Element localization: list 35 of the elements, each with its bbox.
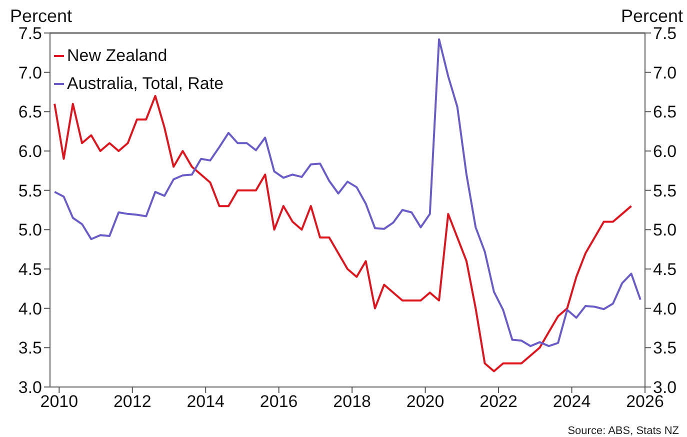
y2-tick-label: 5.5 [653, 181, 677, 200]
y-tick-label: 7.5 [18, 24, 42, 44]
x-tick-label: 2020 [406, 392, 444, 412]
y-axis-title: Percent [10, 6, 72, 27]
legend-label: New Zealand [67, 45, 168, 67]
y2-tick-label: 3.5 [653, 338, 677, 358]
y2-tick-label: 7.0 [653, 63, 677, 82]
y-tick-label: 5.0 [18, 220, 42, 240]
x-tick-label: 2012 [113, 392, 152, 412]
line-series [54, 38, 642, 348]
y2-tick-label: 4.0 [653, 299, 677, 318]
y2-tick-label: 5.0 [653, 220, 677, 240]
y-tick-label: 4.5 [18, 260, 42, 280]
legend-label: Australia, Total, Rate [67, 73, 224, 95]
x-tick-label: 2016 [260, 392, 298, 412]
y-tick-label: 6.0 [18, 142, 42, 162]
y2-tick-label: 6.5 [653, 102, 677, 122]
y-tick-label: 6.5 [18, 102, 42, 122]
y-tick-label: 3.0 [18, 378, 42, 398]
y2-tick-label: 4.5 [653, 260, 677, 280]
x-tick-label: 2026 [626, 392, 664, 412]
y-tick-label: 3.5 [18, 338, 42, 358]
x-tick-label: 2014 [186, 392, 225, 412]
y-tick-label: 5.5 [18, 181, 42, 200]
y2-tick-label: 6.0 [653, 142, 677, 162]
y-tick-label: 4.0 [18, 299, 42, 318]
line-series [54, 94, 632, 372]
y-tick-label: 7.0 [18, 63, 42, 82]
x-tick-label: 2010 [40, 392, 78, 412]
source-note: Source: ABS, Stats NZ [568, 425, 679, 437]
y2-tick-label: 7.5 [653, 24, 677, 44]
x-tick-label: 2018 [333, 392, 371, 412]
x-tick-label: 2022 [480, 392, 518, 412]
y2-axis-title: Percent [620, 6, 683, 27]
x-tick-label: 2024 [552, 392, 591, 412]
